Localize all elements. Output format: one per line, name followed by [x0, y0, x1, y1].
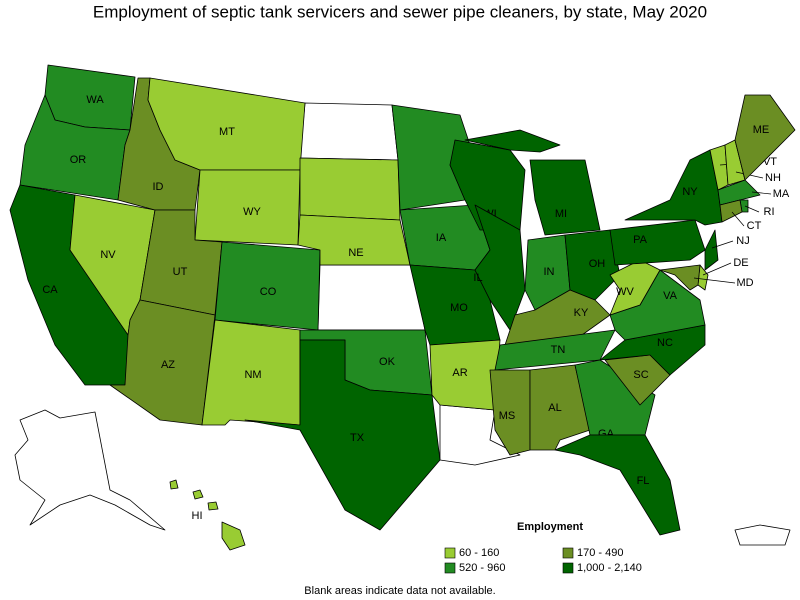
legend-swatch — [444, 562, 456, 574]
state-label: AZ — [161, 359, 175, 371]
state-shape — [704, 229, 719, 271]
legend-label: 60 - 160 — [459, 547, 499, 559]
leader-line — [711, 240, 734, 249]
state-label: WV — [616, 286, 634, 298]
legend-label: 170 - 490 — [577, 547, 623, 559]
state-shape — [717, 179, 761, 206]
state-shape — [719, 199, 743, 223]
state-shape — [529, 159, 601, 236]
state-label: AL — [548, 402, 561, 414]
state-shape — [474, 204, 526, 331]
state-label: NM — [244, 369, 261, 381]
state-label: IA — [436, 232, 447, 244]
state-label: AR — [452, 367, 467, 379]
leader-line — [693, 277, 736, 284]
state-label: HI — [192, 510, 203, 522]
leader-line — [731, 211, 745, 227]
title: Employment of septic tank servicers and … — [93, 2, 707, 21]
leader-line — [702, 262, 732, 276]
legend-label: 520 - 960 — [459, 562, 505, 574]
state-label: IL — [473, 272, 482, 284]
state-shape — [429, 339, 501, 411]
leader-line — [751, 191, 772, 195]
state-label: CO — [260, 286, 277, 298]
state-label: MD — [736, 277, 753, 289]
state-shape — [564, 229, 621, 301]
state-shape — [659, 264, 701, 291]
state-shape — [14, 409, 166, 531]
state-label: ME — [753, 124, 770, 136]
state-label: NH — [765, 172, 781, 184]
state-label: CA — [42, 284, 58, 296]
state-label: MI — [555, 208, 567, 220]
state-shape — [464, 129, 561, 153]
state-label: RI — [764, 206, 775, 218]
state-shape — [207, 501, 219, 511]
state-label: MA — [773, 188, 790, 200]
state-label: OK — [379, 356, 396, 368]
state-label: UT — [173, 266, 188, 278]
state-shape — [734, 524, 791, 546]
state-label: PA — [633, 234, 648, 246]
state-label: CT — [747, 220, 762, 232]
legend-swatch — [562, 547, 574, 559]
state-shape — [624, 149, 723, 226]
state-label: KY — [574, 307, 589, 319]
state-label: SC — [633, 369, 648, 381]
state-label: TN — [551, 344, 566, 356]
legend-swatch — [444, 547, 456, 559]
state-label: NV — [100, 249, 116, 261]
state-shape — [147, 77, 306, 171]
state-label: NE — [348, 247, 363, 259]
state-label: WA — [86, 94, 104, 106]
state-shape — [299, 157, 401, 221]
state-shape — [609, 219, 706, 266]
state-label: MS — [499, 410, 516, 422]
legend-label: 1,000 - 2,140 — [577, 562, 642, 574]
state-label: NY — [682, 186, 698, 198]
state-shape — [244, 339, 441, 531]
state-label: OR — [70, 154, 87, 166]
state-shape — [489, 369, 531, 456]
state-label: ID — [153, 181, 164, 193]
state-label: TX — [350, 432, 365, 444]
state-label: NC — [657, 337, 673, 349]
state-shape — [109, 299, 216, 426]
state-shape — [221, 521, 246, 551]
legend-title: Employment — [517, 521, 583, 533]
state-shape — [297, 214, 411, 266]
state-shape — [554, 434, 681, 536]
state-label: IN — [544, 266, 555, 278]
state-label: VA — [663, 290, 678, 302]
state-label: DE — [733, 257, 748, 269]
state-label: FL — [637, 475, 650, 487]
leader-line — [744, 205, 760, 213]
state-label: MT — [219, 126, 235, 138]
state-shape — [192, 489, 204, 500]
state-label: WY — [243, 206, 261, 218]
legend-swatch — [562, 562, 574, 574]
state-shape — [169, 479, 179, 490]
note: Blank areas indicate data not available. — [304, 585, 495, 597]
state-shape — [317, 264, 426, 331]
state-label: MO — [450, 302, 468, 314]
state-label: OH — [589, 258, 606, 270]
state-shape — [299, 102, 399, 161]
state-label: NJ — [736, 235, 749, 247]
state-shape — [574, 359, 656, 436]
